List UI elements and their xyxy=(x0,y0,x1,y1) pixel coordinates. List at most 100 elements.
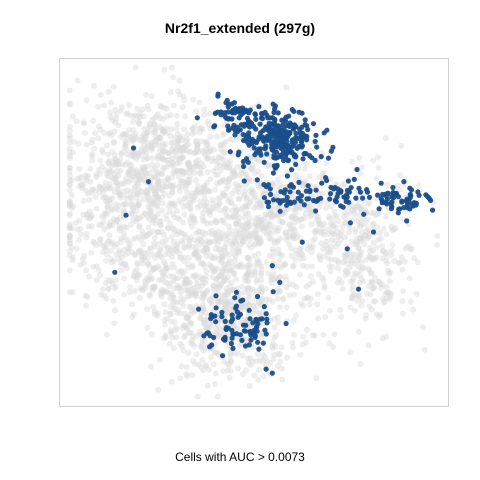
background-cell-point xyxy=(77,225,84,232)
highlighted-cell-point xyxy=(222,318,228,324)
background-cell-point xyxy=(383,213,389,220)
background-cell-point xyxy=(174,299,181,306)
background-cell-point xyxy=(198,342,205,349)
background-cell-point xyxy=(223,268,230,275)
highlighted-cell-point xyxy=(145,179,152,185)
background-cell-point xyxy=(353,270,360,277)
background-cell-point xyxy=(95,167,102,173)
background-cell-point xyxy=(146,124,153,131)
background-cell-point xyxy=(253,231,260,238)
background-cell-point xyxy=(105,130,112,137)
background-cell-point xyxy=(90,238,97,245)
background-cell-point xyxy=(335,218,342,225)
background-cell-point xyxy=(224,160,231,166)
background-cell-point xyxy=(86,196,93,203)
background-cell-point xyxy=(92,194,99,200)
background-cell-point xyxy=(140,138,147,145)
background-cell-point xyxy=(89,212,96,219)
background-cell-point xyxy=(212,265,219,272)
background-cell-point xyxy=(320,277,327,284)
background-cell-point xyxy=(76,166,83,172)
background-cell-point xyxy=(83,188,90,194)
background-cell-point xyxy=(177,229,184,236)
background-cell-point xyxy=(83,141,90,148)
background-cell-point xyxy=(101,184,108,191)
background-cell-point xyxy=(306,242,313,249)
background-cell-point xyxy=(231,213,238,220)
background-cell-point xyxy=(203,268,210,275)
background-cell-point xyxy=(134,203,140,210)
background-cell-point xyxy=(372,274,379,281)
background-cell-point xyxy=(145,170,152,177)
background-cell-point xyxy=(171,319,178,326)
background-cell-point xyxy=(185,200,192,206)
background-cell-point xyxy=(178,199,185,206)
background-cell-point xyxy=(204,238,211,244)
background-cell-point xyxy=(276,288,282,295)
background-cell-point xyxy=(152,191,159,198)
highlighted-cell-point xyxy=(257,130,264,136)
background-cell-point xyxy=(346,209,353,216)
background-cell-point xyxy=(233,263,240,270)
background-cell-point xyxy=(235,365,241,372)
background-cell-point xyxy=(80,197,87,204)
background-cell-point xyxy=(297,205,304,212)
background-cell-point xyxy=(274,212,281,219)
background-cell-point xyxy=(167,89,174,96)
background-cell-point xyxy=(194,143,201,149)
background-cell-point xyxy=(215,332,222,339)
background-cell-point xyxy=(177,267,184,274)
background-cell-point xyxy=(112,179,119,186)
background-cell-point xyxy=(134,272,141,278)
background-cell-point xyxy=(339,223,346,230)
background-cell-point xyxy=(282,261,289,268)
background-cell-point xyxy=(183,287,190,294)
background-cell-point xyxy=(108,185,115,192)
background-cell-point xyxy=(245,270,252,277)
background-cell-point xyxy=(254,168,261,175)
background-cell-point xyxy=(202,230,209,237)
background-cell-point xyxy=(227,157,233,164)
background-cell-point xyxy=(145,143,152,150)
background-cell-point xyxy=(377,284,384,291)
background-cell-point xyxy=(357,205,364,212)
background-cell-point xyxy=(362,257,369,264)
background-cell-point xyxy=(139,164,146,171)
background-cell-point xyxy=(160,164,167,171)
background-cell-point xyxy=(142,172,149,179)
background-cell-point xyxy=(288,226,294,233)
background-cell-point xyxy=(200,260,207,267)
background-cell-point xyxy=(314,291,321,298)
background-cell-point xyxy=(199,217,206,224)
background-cell-point xyxy=(152,165,159,172)
background-cell-point xyxy=(319,245,326,252)
background-cell-point xyxy=(106,167,113,174)
background-cell-point xyxy=(188,329,194,336)
background-cell-point xyxy=(182,234,189,240)
background-cell-point xyxy=(388,252,395,259)
highlighted-cell-point xyxy=(291,153,297,159)
background-cell-point xyxy=(293,283,300,290)
background-cell-point xyxy=(84,294,91,300)
background-cell-point xyxy=(155,386,162,393)
background-cell-point xyxy=(368,210,375,216)
background-cell-point xyxy=(204,155,211,162)
background-cell-point xyxy=(107,109,114,116)
background-cell-point xyxy=(161,317,168,324)
background-cell-point xyxy=(253,262,260,269)
background-cell-point xyxy=(228,279,235,286)
background-cell-point xyxy=(253,278,260,285)
background-cell-point xyxy=(139,231,146,238)
background-cell-point xyxy=(286,232,293,239)
background-cell-point xyxy=(66,198,73,205)
background-cell-point xyxy=(246,256,253,263)
background-cell-point xyxy=(186,169,193,176)
background-cell-point xyxy=(190,217,197,224)
background-cell-point xyxy=(226,362,233,369)
background-cell-point xyxy=(204,382,211,389)
background-cell-point xyxy=(175,215,181,222)
background-cell-point xyxy=(190,251,197,258)
background-cell-point xyxy=(149,219,156,226)
highlighted-cell-point xyxy=(207,344,213,350)
background-cell-point xyxy=(136,191,143,198)
